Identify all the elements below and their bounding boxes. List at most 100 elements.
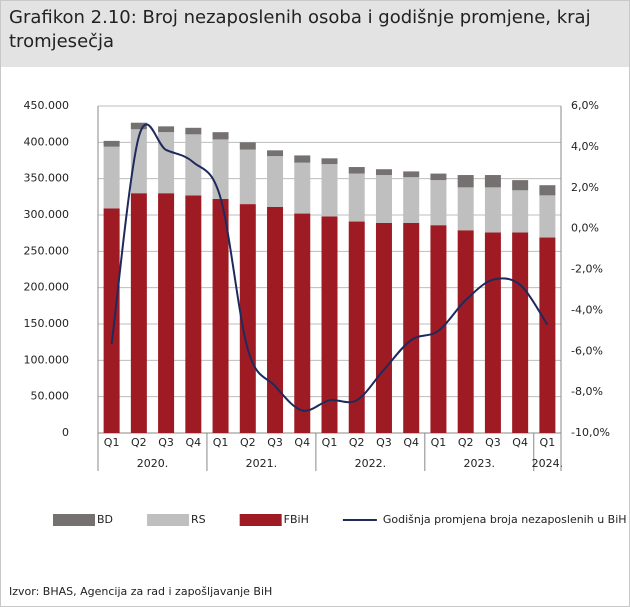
bar-segment (512, 190, 529, 233)
bar-segment (457, 175, 474, 188)
line (110, 123, 549, 412)
bar-segment (239, 204, 256, 433)
x-tick-label: Q4 (294, 436, 310, 449)
bar-segment (375, 222, 392, 433)
chart-title: Grafikon 2.10: Broj nezaposlenih osoba i… (1, 1, 629, 67)
legend-label: RS (191, 513, 206, 526)
bar-segment (267, 207, 284, 433)
bar-segment (403, 177, 420, 223)
year-label: 2022. (355, 457, 387, 470)
bar-segment (403, 171, 420, 178)
x-tick-label: Q4 (403, 436, 419, 449)
bar-segment (321, 216, 338, 433)
bar-segment (294, 155, 311, 163)
x-tick-label: Q4 (185, 436, 201, 449)
bar-segment (512, 232, 529, 433)
bar-segment (212, 132, 229, 140)
bar-segment (484, 187, 501, 233)
y2-tick-label: -10,0% (571, 426, 610, 439)
bar-segment (375, 175, 392, 223)
bar-segment (430, 225, 447, 433)
legend-label: FBiH (284, 513, 309, 526)
legend-swatch (53, 514, 95, 526)
y-tick-label: 300.000 (24, 208, 70, 221)
bar-segment (403, 222, 420, 433)
bar-segment (484, 232, 501, 433)
bar-segment (348, 173, 365, 222)
year-label: 2024. (532, 457, 564, 470)
x-tick-label: Q2 (458, 436, 474, 449)
bar-segment (158, 126, 175, 133)
source: Izvor: BHAS, Agencija za rad i zapošljav… (9, 585, 273, 598)
bar-segment (212, 139, 229, 200)
bar-segment (539, 237, 556, 433)
year-label: 2021. (246, 457, 278, 470)
x-tick-label: Q4 (512, 436, 528, 449)
x-tick-label: Q1 (431, 436, 447, 449)
bar-segment (103, 140, 120, 147)
bar-segment (294, 213, 311, 433)
y-tick-label: 450.000 (24, 99, 70, 112)
bar-segment (185, 195, 202, 433)
y2-tick-label: -6,0% (571, 344, 603, 357)
bar-segment (158, 193, 175, 433)
legend-swatch (239, 514, 282, 526)
y-tick-label: 200.000 (24, 281, 70, 294)
bar-segment (348, 221, 365, 433)
bar-segment (512, 180, 529, 191)
y2-tick-label: -8,0% (571, 385, 603, 398)
bar-segment (212, 199, 229, 433)
bar-segment (185, 134, 202, 196)
x-tick-label: Q3 (376, 436, 392, 449)
bar-segment (539, 195, 556, 238)
bar-segment (130, 122, 147, 130)
bar-segment (348, 167, 365, 174)
bar-segment (130, 193, 147, 433)
bar-segment (484, 175, 501, 188)
y-tick-label: 350.000 (24, 172, 70, 185)
y-tick-label: 400.000 (24, 135, 70, 148)
x-tick-label: Q1 (322, 436, 338, 449)
bar-segment (267, 156, 284, 208)
x-tick-label: Q3 (485, 436, 501, 449)
x-tick-label: Q1 (104, 436, 120, 449)
bar-segment (375, 169, 392, 176)
y2-tick-label: -4,0% (571, 303, 603, 316)
year-label: 2023. (464, 457, 496, 470)
y2-tick-label: 0,0% (571, 222, 599, 235)
x-tick-label: Q2 (131, 436, 147, 449)
bar-segment (321, 164, 338, 217)
bar-segment (430, 173, 447, 181)
bar-segment (321, 158, 338, 165)
y-tick-label: 50.000 (31, 390, 70, 403)
x-tick-label: Q1 (540, 436, 556, 449)
legend-label: BD (97, 513, 113, 526)
bar-segment (103, 146, 120, 209)
x-tick-label: Q2 (240, 436, 256, 449)
x-tick-label: Q3 (158, 436, 174, 449)
bar-segment (239, 142, 256, 150)
bar-segment (539, 185, 556, 196)
bar-segment (185, 127, 202, 135)
bar-segment (158, 132, 175, 194)
y-tick-label: 150.000 (24, 317, 70, 330)
year-label: 2020. (137, 457, 169, 470)
bar-segment (457, 230, 474, 433)
y2-tick-label: 4,0% (571, 140, 599, 153)
legend-label: Godišnja promjena broja nezaposlenih u B… (383, 513, 629, 526)
x-tick-label: Q3 (267, 436, 283, 449)
bar-segment (103, 208, 120, 433)
bar-segment (239, 149, 256, 205)
y2-tick-label: -2,0% (571, 263, 603, 276)
bar-segment (130, 129, 147, 194)
x-tick-label: Q1 (213, 436, 229, 449)
bar-segment (430, 180, 447, 226)
y-tick-label: 0 (62, 426, 69, 439)
y2-tick-label: 6,0% (571, 99, 599, 112)
bar-segment (267, 150, 284, 157)
legend-swatch (147, 514, 190, 526)
y2-tick-label: 2,0% (571, 181, 599, 194)
y-tick-label: 100.000 (24, 353, 70, 366)
